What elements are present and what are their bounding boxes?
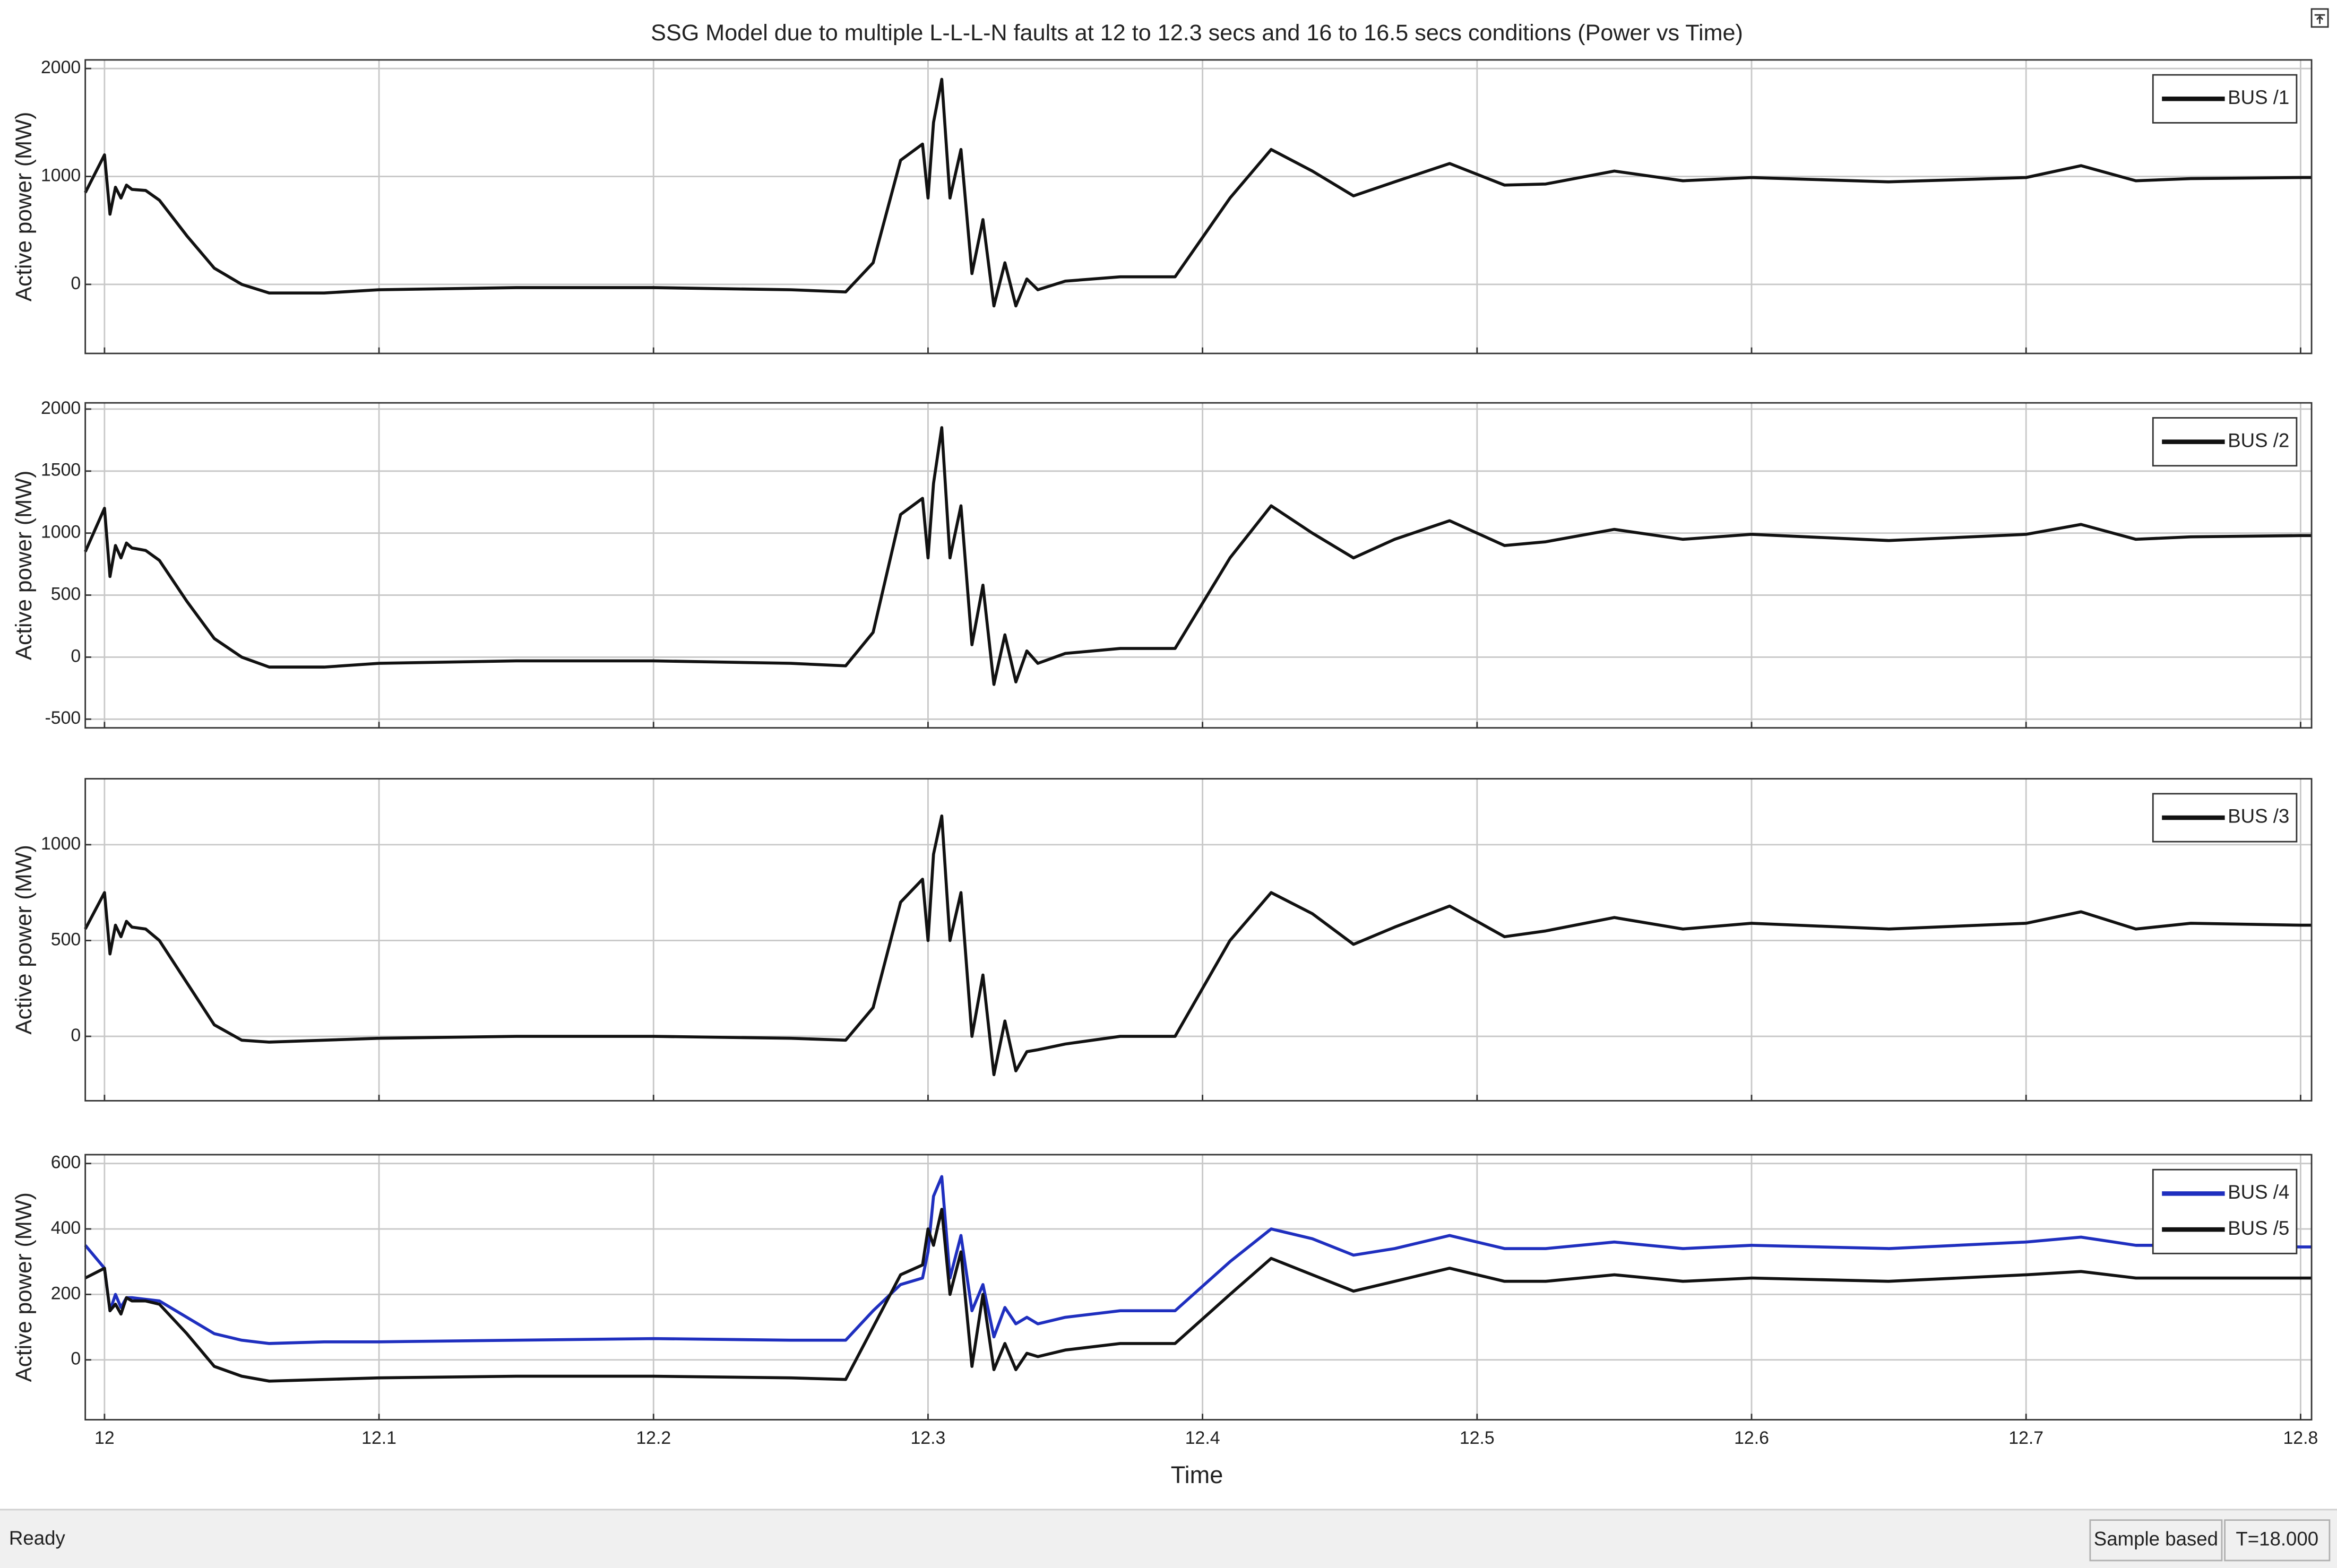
plot-area (85, 59, 2312, 354)
y-tick-label: 1000 (41, 522, 81, 542)
chart-title: SSG Model due to multiple L-L-L-N faults… (651, 20, 1743, 45)
undock-icon (2314, 14, 2325, 24)
y-axis-label: Active power (MW) (11, 471, 36, 660)
x-tick-label: 12.8 (2283, 1428, 2318, 1448)
plot-frame (84, 1154, 2313, 1420)
y-tick-label: 0 (71, 1349, 81, 1369)
series-line (84, 1208, 2312, 1383)
legend-label: BUS /4 (2228, 1181, 2289, 1203)
series-line (84, 426, 2312, 686)
plot-area (85, 778, 2312, 1101)
y-tick-label: 2000 (41, 57, 81, 77)
status-box (2089, 1519, 2223, 1562)
x-tick-label: 12.4 (1185, 1428, 1220, 1448)
x-tick-label: 12.1 (361, 1428, 396, 1448)
y-tick-label: 1500 (41, 460, 81, 480)
y-tick-label: 2000 (41, 398, 81, 418)
legend-box (2152, 1168, 2298, 1254)
y-tick-label: 1000 (41, 165, 81, 185)
y-tick-label: 1000 (41, 834, 81, 854)
y-tick-label: 0 (71, 646, 81, 666)
plot-area (85, 403, 2312, 728)
x-tick-label: 12 (94, 1428, 115, 1448)
x-axis-label: Time (1171, 1461, 1223, 1488)
y-axis-label: Active power (MW) (11, 112, 36, 301)
plot-frame (84, 778, 2313, 1102)
x-tick-label: 12.5 (1460, 1428, 1495, 1448)
legend-label: BUS /2 (2228, 429, 2289, 451)
x-tick-label: 12.3 (911, 1428, 946, 1448)
y-tick-label: 500 (51, 929, 81, 949)
y-tick-label: 500 (51, 584, 81, 604)
series-line (84, 77, 2312, 308)
plot-frame (84, 59, 2313, 354)
series-line (84, 1175, 2312, 1345)
y-tick-label: 0 (71, 273, 81, 293)
undock-button[interactable] (2310, 8, 2329, 28)
y-tick-label: 600 (51, 1153, 81, 1173)
status-time: T=18.000 (2236, 1528, 2318, 1549)
y-tick-label: -500 (45, 708, 81, 728)
y-tick-label: 400 (51, 1218, 81, 1238)
x-tick-label: 12.2 (636, 1428, 671, 1448)
x-tick-label: 12.7 (2008, 1428, 2043, 1448)
status-text: Ready (9, 1527, 66, 1549)
legend-label: BUS /1 (2228, 86, 2289, 108)
y-axis-label: Active power (MW) (11, 1192, 36, 1382)
plot-frame (84, 402, 2313, 729)
y-tick-label: 0 (71, 1025, 81, 1045)
legend-label: BUS /5 (2228, 1217, 2289, 1239)
status-mode: Sample based (2094, 1528, 2218, 1549)
plot-area (85, 1155, 2312, 1420)
x-tick-label: 12.6 (1734, 1428, 1769, 1448)
y-tick-label: 200 (51, 1283, 81, 1303)
y-axis-label: Active power (MW) (11, 845, 36, 1034)
status-bar (0, 1509, 2337, 1568)
series-line (84, 814, 2312, 1077)
legend-label: BUS /3 (2228, 805, 2289, 827)
status-box (2224, 1519, 2331, 1562)
